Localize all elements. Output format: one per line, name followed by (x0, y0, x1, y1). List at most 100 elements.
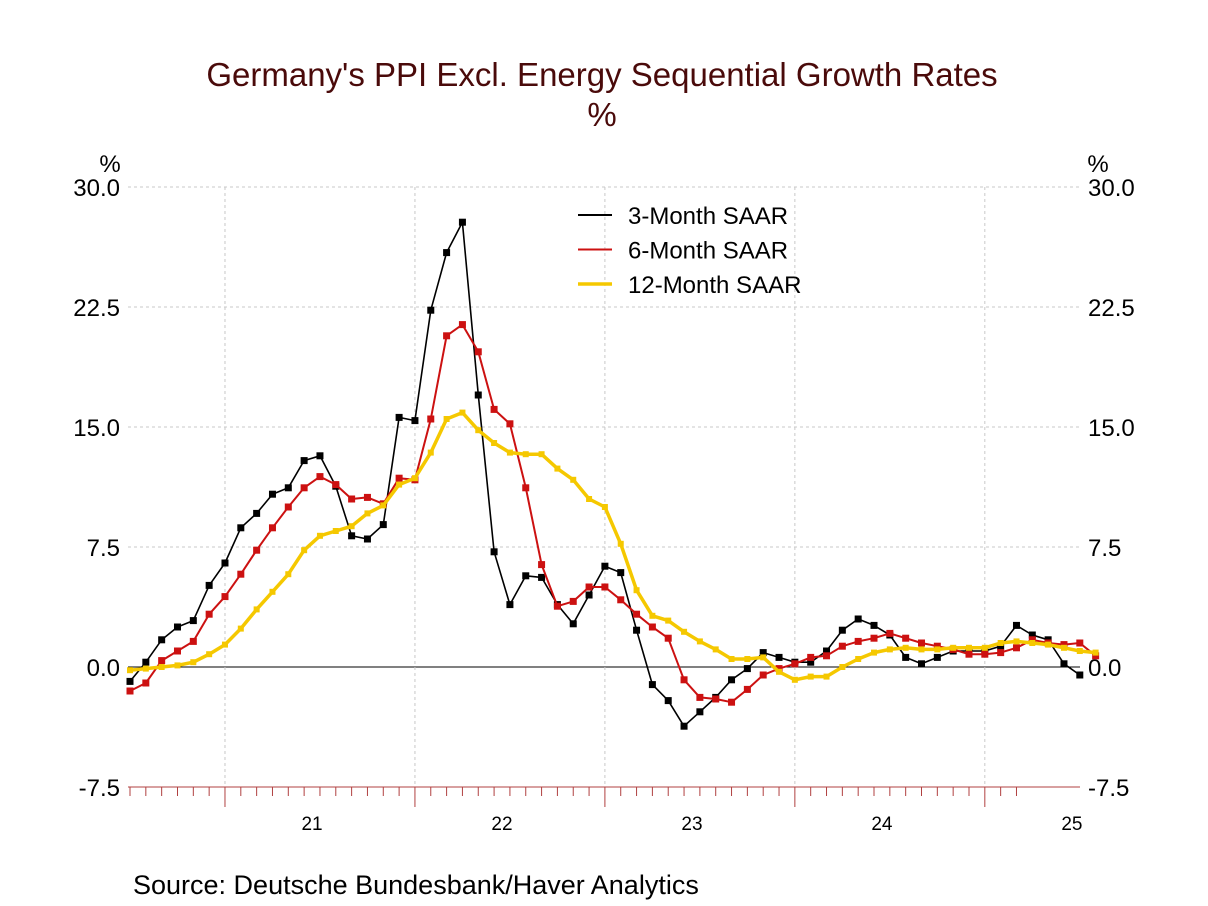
data-point (364, 510, 371, 517)
source-note: Source: Deutsche Bundesbank/Haver Analyt… (133, 870, 699, 900)
data-point (158, 664, 165, 670)
data-point (633, 610, 641, 618)
data-point (696, 638, 703, 645)
data-point (395, 474, 403, 482)
data-point (553, 602, 561, 610)
data-point (380, 502, 387, 509)
data-point (1045, 641, 1052, 648)
data-point (253, 546, 261, 554)
data-point (839, 664, 846, 670)
data-point (775, 665, 783, 673)
data-point (538, 561, 546, 569)
y-tick-label-left: 30.0 (73, 175, 120, 202)
data-point (838, 626, 846, 634)
data-point (902, 644, 909, 651)
legend-label: 6-Month SAAR (628, 238, 788, 265)
data-point (1060, 641, 1068, 649)
data-point (443, 332, 451, 340)
data-point (1028, 636, 1036, 644)
data-point (918, 646, 925, 653)
data-point (205, 610, 213, 618)
series-lines (126, 218, 1100, 730)
data-point (506, 449, 513, 456)
data-point (316, 473, 324, 481)
data-point (348, 495, 356, 503)
data-point (981, 650, 989, 658)
y-tick-label-right: 7.5 (1088, 535, 1121, 562)
data-point (491, 440, 498, 446)
data-point (569, 597, 577, 605)
data-point (1076, 671, 1084, 679)
y-tick-label-right: -7.5 (1088, 775, 1129, 802)
data-point (870, 621, 878, 629)
data-point (854, 637, 862, 645)
data-point (300, 457, 308, 465)
data-point (127, 667, 133, 674)
data-point (950, 644, 957, 651)
data-point (173, 647, 181, 655)
data-point (648, 623, 656, 631)
data-point (221, 559, 229, 567)
data-point (1028, 631, 1036, 639)
data-point (918, 660, 925, 668)
data-point (253, 606, 260, 613)
data-point (142, 679, 150, 687)
data-point (617, 569, 625, 577)
data-point (728, 676, 736, 684)
data-point (823, 673, 830, 680)
data-point (681, 628, 688, 635)
data-point (965, 650, 973, 658)
data-point (823, 647, 831, 655)
data-point (712, 695, 720, 703)
data-point (221, 641, 228, 648)
data-point (126, 677, 134, 685)
data-point (870, 634, 878, 642)
data-point (411, 417, 419, 425)
data-point (823, 652, 831, 660)
data-point (506, 420, 514, 428)
data-point (1092, 649, 1099, 656)
data-point (538, 573, 546, 581)
data-point (997, 649, 1005, 657)
data-point (332, 481, 340, 489)
data-point (427, 415, 435, 423)
data-point (158, 636, 166, 644)
data-point (348, 523, 355, 530)
data-point (569, 620, 577, 628)
data-point (268, 524, 276, 532)
data-point (1012, 644, 1020, 652)
series-3 (127, 409, 1099, 683)
data-point (411, 475, 418, 482)
data-point (601, 562, 609, 570)
data-point (649, 612, 656, 619)
x-tick-label: 25 (1061, 814, 1082, 835)
data-point (633, 626, 641, 634)
data-point (174, 662, 181, 669)
data-point (918, 639, 925, 647)
data-point (284, 484, 292, 492)
data-point (807, 673, 814, 680)
data-point (522, 572, 530, 580)
data-point (759, 671, 767, 679)
data-point (206, 651, 213, 658)
data-point (664, 634, 672, 642)
data-point (664, 697, 672, 705)
data-point (443, 249, 451, 257)
data-point (395, 413, 403, 421)
data-point (791, 660, 799, 668)
data-point (871, 649, 878, 656)
data-point (348, 532, 356, 540)
data-point (665, 617, 672, 624)
data-point (838, 642, 846, 650)
data-point (475, 427, 482, 434)
data-point (1076, 648, 1083, 654)
data-point (189, 637, 197, 645)
legend-label: 3-Month SAAR (628, 203, 788, 230)
data-point (934, 646, 941, 653)
data-point (490, 548, 498, 556)
data-point (997, 642, 1005, 650)
data-point (237, 625, 244, 632)
data-point (696, 708, 704, 716)
x-tick-label: 21 (301, 814, 322, 835)
